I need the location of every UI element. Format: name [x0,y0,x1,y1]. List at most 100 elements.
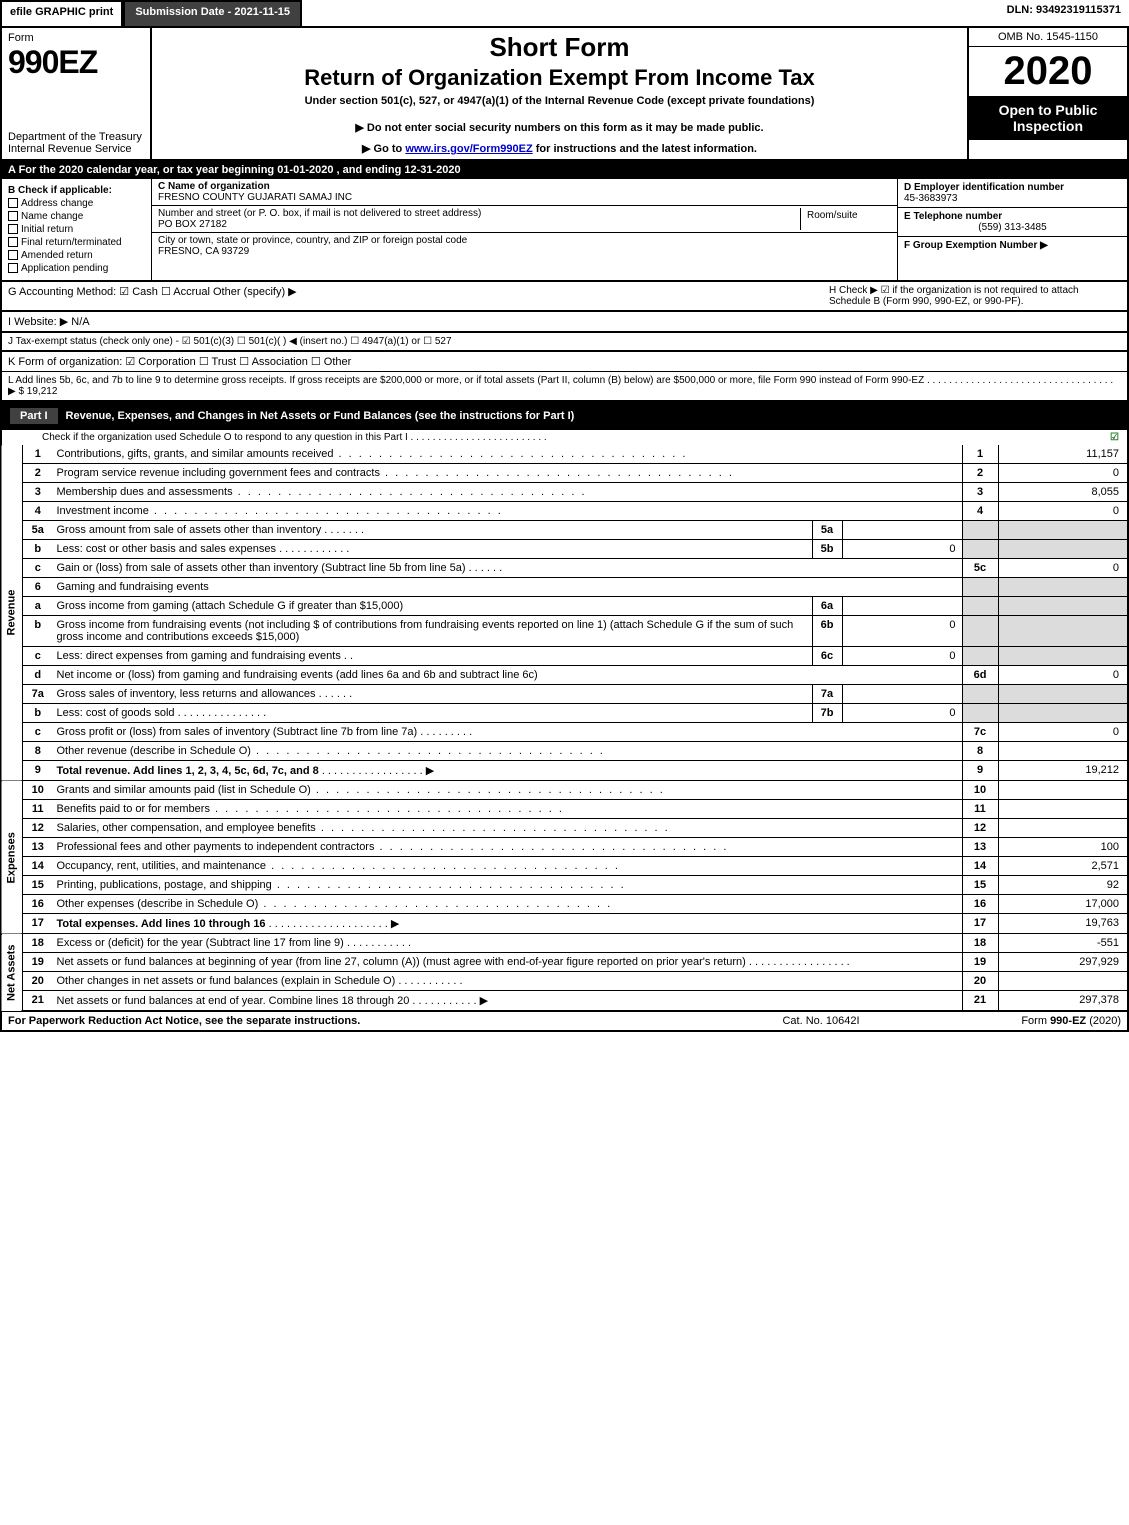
line-desc: Gross income from fundraising events (no… [53,616,813,647]
line-midn: 7b [812,704,842,723]
cb-lbl: Amended return [21,250,93,261]
line-rn: 7c [962,723,998,742]
netassets-side-label: Net Assets [1,934,23,1011]
line-amt: 0 [998,723,1128,742]
box-b-title: B Check if applicable: [8,185,145,196]
line-desc: Program service revenue including govern… [53,464,963,483]
tel-value: (559) 313-3485 [904,222,1121,233]
revenue-side-label: Revenue [1,445,23,781]
cb-application-pending[interactable]: Application pending [8,263,145,274]
line-num: 15 [23,876,53,895]
group-exemption-label: F Group Exemption Number ▶ [904,240,1048,251]
line-num: 14 [23,857,53,876]
box-c: C Name of organization FRESNO COUNTY GUJ… [152,179,897,280]
table-row: 13 Professional fees and other payments … [1,838,1128,857]
table-row: b Less: cost or other basis and sales ex… [1,540,1128,559]
table-row: Net Assets 18 Excess or (deficit) for th… [1,934,1128,953]
line-num: 20 [23,972,53,991]
part-i-header: Part I Revenue, Expenses, and Changes in… [0,402,1129,430]
line-num: 2 [23,464,53,483]
cb-lbl: Initial return [21,224,73,235]
efile-print-button[interactable]: efile GRAPHIC print [0,0,123,28]
org-name-label: C Name of organization [158,181,270,192]
cb-initial-return[interactable]: Initial return [8,224,145,235]
omb-number: OMB No. 1545-1150 [969,28,1127,47]
cb-amended[interactable]: Amended return [8,250,145,261]
line-num: 3 [23,483,53,502]
city-cell: City or town, state or province, country… [152,233,897,259]
line-num: 19 [23,953,53,972]
line-amt: 8,055 [998,483,1128,502]
submission-date-button[interactable]: Submission Date - 2021-11-15 [123,0,302,28]
row-j: J Tax-exempt status (check only one) - ☑… [0,333,1129,352]
line-rn-gray [962,540,998,559]
line-desc: Net assets or fund balances at end of ye… [53,991,963,1012]
table-row: b Gross income from fundraising events (… [1,616,1128,647]
efile-print: print [86,6,114,18]
line-rn: 12 [962,819,998,838]
line-desc: Membership dues and assessments [53,483,963,502]
goto-link[interactable]: www.irs.gov/Form990EZ [405,143,532,155]
line-amt-gray [998,597,1128,616]
line-rn: 5c [962,559,998,578]
submission-date: 2021-11-15 [234,6,290,18]
address-cell: Number and street (or P. O. box, if mail… [158,208,801,230]
netassets-table: Net Assets 18 Excess or (deficit) for th… [0,934,1129,1012]
line-amt: 0 [998,464,1128,483]
revenue-table: Revenue 1 Contributions, gifts, grants, … [0,445,1129,781]
line-desc: Other expenses (describe in Schedule O) [53,895,963,914]
line-amt [998,742,1128,761]
ein-value: 45-3683973 [904,193,957,204]
line-midamt: 0 [842,616,962,647]
line-rn: 11 [962,800,998,819]
line-amt: 19,763 [998,914,1128,934]
table-row: 16 Other expenses (describe in Schedule … [1,895,1128,914]
cb-final-return[interactable]: Final return/terminated [8,237,145,248]
line-rn: 15 [962,876,998,895]
line-desc: Grants and similar amounts paid (list in… [53,781,963,800]
line-desc: Occupancy, rent, utilities, and maintena… [53,857,963,876]
dln-cell: DLN: 93492319115371 [999,0,1129,28]
table-row: 4 Investment income 4 0 [1,502,1128,521]
line-desc: Gross profit or (loss) from sales of inv… [53,723,963,742]
form-left: Form 990EZ Department of the Treasury In… [2,28,152,159]
line-desc: Other revenue (describe in Schedule O) [53,742,963,761]
cb-address-change[interactable]: Address change [8,198,145,209]
line-num: 10 [23,781,53,800]
line-rn-gray [962,597,998,616]
top-spacer [302,0,999,28]
line-rn: 14 [962,857,998,876]
line-amt-gray [998,685,1128,704]
address-label: Number and street (or P. O. box, if mail… [158,208,481,219]
org-name-cell: C Name of organization FRESNO COUNTY GUJ… [152,179,897,206]
cb-name-change[interactable]: Name change [8,211,145,222]
table-row: 19 Net assets or fund balances at beginn… [1,953,1128,972]
line-amt: 297,929 [998,953,1128,972]
line-rn: 1 [962,445,998,464]
line-amt [998,972,1128,991]
line-midn: 6a [812,597,842,616]
table-row: 15 Printing, publications, postage, and … [1,876,1128,895]
line-num: 9 [23,761,53,781]
line-amt [998,819,1128,838]
part-i-title: Revenue, Expenses, and Changes in Net As… [66,410,575,422]
row-gh: G Accounting Method: ☑ Cash ☐ Accrual Ot… [0,282,1129,312]
row-l: L Add lines 5b, 6c, and 7b to line 9 to … [0,372,1129,402]
table-row: 20 Other changes in net assets or fund b… [1,972,1128,991]
line-num: b [23,616,53,647]
title-short-form: Short Form [162,32,957,63]
cat-no: Cat. No. 10642I [721,1015,921,1027]
line-midamt [842,597,962,616]
cb-lbl: Name change [21,211,83,222]
goto-pre: ▶ Go to [362,143,405,155]
bottom-bar: For Paperwork Reduction Act Notice, see … [0,1012,1129,1032]
line-amt-gray [998,578,1128,597]
row-l-gross-receipts: L Add lines 5b, 6c, and 7b to line 9 to … [8,375,1121,397]
line-rn-gray [962,616,998,647]
line-desc: Contributions, gifts, grants, and simila… [53,445,963,464]
line-desc: Printing, publications, postage, and shi… [53,876,963,895]
line-midamt [842,521,962,540]
info-block: B Check if applicable: Address change Na… [0,179,1129,282]
table-row: Revenue 1 Contributions, gifts, grants, … [1,445,1128,464]
form-label: Form [8,32,144,44]
